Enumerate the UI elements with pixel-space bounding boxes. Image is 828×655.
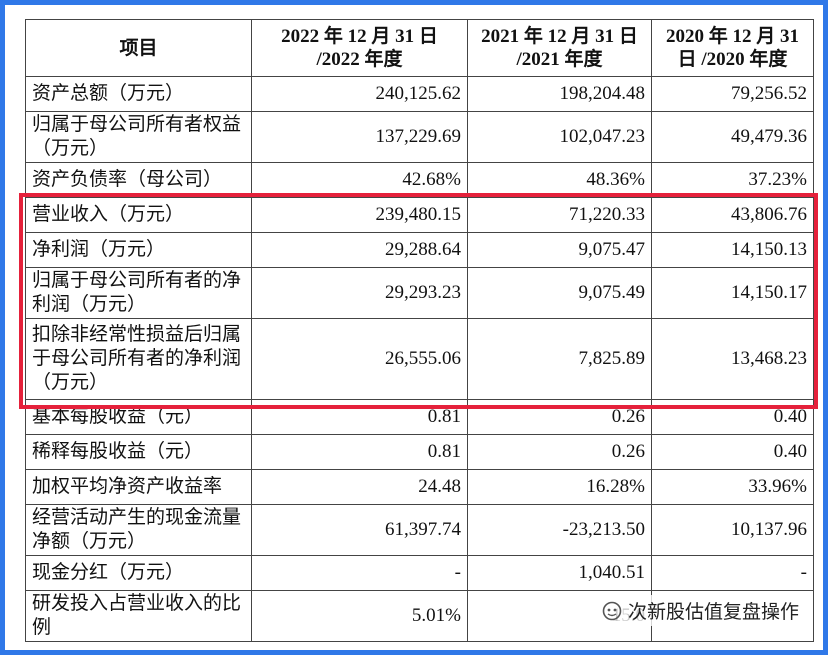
row-label: 归属于母公司所有者权益（万元） bbox=[25, 111, 252, 163]
cell-2020: 79,256.52 bbox=[651, 76, 814, 112]
cell-2020: 13,468.23 bbox=[651, 318, 814, 400]
header-2020: 2020 年 12 月 31 日 /2020 年度 bbox=[651, 19, 814, 77]
table-row: 扣除非经常性损益后归属于母公司所有者的净利润（万元） 26,555.06 7,8… bbox=[25, 318, 814, 400]
table-row: 经营活动产生的现金流量净额（万元） 61,397.74 -23,213.50 1… bbox=[25, 504, 814, 556]
cell-2022: 240,125.62 bbox=[251, 76, 468, 112]
cell-2021: 198,204.48 bbox=[467, 76, 652, 112]
cell-2021: 71,220.33 bbox=[467, 197, 652, 233]
cell-2022: 61,397.74 bbox=[251, 504, 468, 556]
row-label: 加权平均净资产收益率 bbox=[25, 469, 252, 505]
header-row: 项目 2022 年 12 月 31 日 /2022 年度 2021 年 12 月… bbox=[25, 19, 814, 77]
cell-2022: - bbox=[251, 555, 468, 591]
header-2022: 2022 年 12 月 31 日 /2022 年度 bbox=[251, 19, 468, 77]
row-label: 基本每股收益（元） bbox=[25, 399, 252, 435]
row-label: 营业收入（万元） bbox=[25, 197, 252, 233]
cell-2022: 137,229.69 bbox=[251, 111, 468, 163]
table-row: 加权平均净资产收益率 24.48 16.28% 33.96% bbox=[25, 469, 814, 505]
table-row: 现金分红（万元） - 1,040.51 - bbox=[25, 555, 814, 591]
cell-2021: -23,213.50 bbox=[467, 504, 652, 556]
row-label: 扣除非经常性损益后归属于母公司所有者的净利润（万元） bbox=[25, 318, 252, 400]
table-row: 归属于母公司所有者的净利润（万元） 29,293.23 9,075.49 14,… bbox=[25, 267, 814, 319]
row-label: 稀释每股收益（元） bbox=[25, 434, 252, 470]
cell-2021: 9,075.49 bbox=[467, 267, 652, 319]
row-label: 净利润（万元） bbox=[25, 232, 252, 268]
cell-2021: 9,075.47 bbox=[467, 232, 652, 268]
cell-2022: 239,480.15 bbox=[251, 197, 468, 233]
cell-2022: 29,293.23 bbox=[251, 267, 468, 319]
header-2021: 2021 年 12 月 31 日 /2021 年度 bbox=[467, 19, 652, 77]
cell-2022: 0.81 bbox=[251, 399, 468, 435]
cell-2020: 14,150.13 bbox=[651, 232, 814, 268]
row-label: 资产总额（万元） bbox=[25, 76, 252, 112]
cell-2020: 49,479.36 bbox=[651, 111, 814, 163]
table-row: 归属于母公司所有者权益（万元） 137,229.69 102,047.23 49… bbox=[25, 111, 814, 163]
cell-2021: 102,047.23 bbox=[467, 111, 652, 163]
cell-2022: 26,555.06 bbox=[251, 318, 468, 400]
cell-2021: 1,040.51 bbox=[467, 555, 652, 591]
wechat-icon bbox=[602, 601, 622, 621]
cell-2020: 43,806.76 bbox=[651, 197, 814, 233]
header-item: 项目 bbox=[25, 19, 252, 77]
cell-2022: 5.01% bbox=[251, 590, 468, 642]
table-row: 净利润（万元） 29,288.64 9,075.47 14,150.13 bbox=[25, 232, 814, 268]
cell-2022: 0.81 bbox=[251, 434, 468, 470]
row-label: 经营活动产生的现金流量净额（万元） bbox=[25, 504, 252, 556]
cell-2020: 14,150.17 bbox=[651, 267, 814, 319]
cell-2020: 0.40 bbox=[651, 434, 814, 470]
financial-table: 项目 2022 年 12 月 31 日 /2022 年度 2021 年 12 月… bbox=[25, 19, 814, 642]
cell-2022: 24.48 bbox=[251, 469, 468, 505]
cell-2020: 0.40 bbox=[651, 399, 814, 435]
cell-2021: 0.26 bbox=[467, 434, 652, 470]
table-row: 资产负债率（母公司） 42.68% 48.36% 37.23% bbox=[25, 162, 814, 198]
cell-2021: 16.28% bbox=[467, 469, 652, 505]
row-label: 研发投入占营业收入的比例 bbox=[25, 590, 252, 642]
table-row: 稀释每股收益（元） 0.81 0.26 0.40 bbox=[25, 434, 814, 470]
watermark-text: 次新股估值复盘操作 bbox=[627, 602, 799, 623]
table-row: 基本每股收益（元） 0.81 0.26 0.40 bbox=[25, 399, 814, 435]
cell-2020: 10,137.96 bbox=[651, 504, 814, 556]
row-label: 归属于母公司所有者的净利润（万元） bbox=[25, 267, 252, 319]
cell-2021: 7,825.89 bbox=[467, 318, 652, 400]
row-label: 现金分红（万元） bbox=[25, 555, 252, 591]
cell-2021: 0.26 bbox=[467, 399, 652, 435]
table-row: 营业收入（万元） 239,480.15 71,220.33 43,806.76 bbox=[25, 197, 814, 233]
cell-2020: 33.96% bbox=[651, 469, 814, 505]
cell-2022: 42.68% bbox=[251, 162, 468, 198]
table-row: 资产总额（万元） 240,125.62 198,204.48 79,256.52 bbox=[25, 76, 814, 112]
cell-2020: - bbox=[651, 555, 814, 591]
row-label: 资产负债率（母公司） bbox=[25, 162, 252, 198]
cell-2021: 48.36% bbox=[467, 162, 652, 198]
cell-2022: 29,288.64 bbox=[251, 232, 468, 268]
watermark: 次新股估值复盘操作 bbox=[597, 595, 803, 626]
cell-2020: 37.23% bbox=[651, 162, 814, 198]
